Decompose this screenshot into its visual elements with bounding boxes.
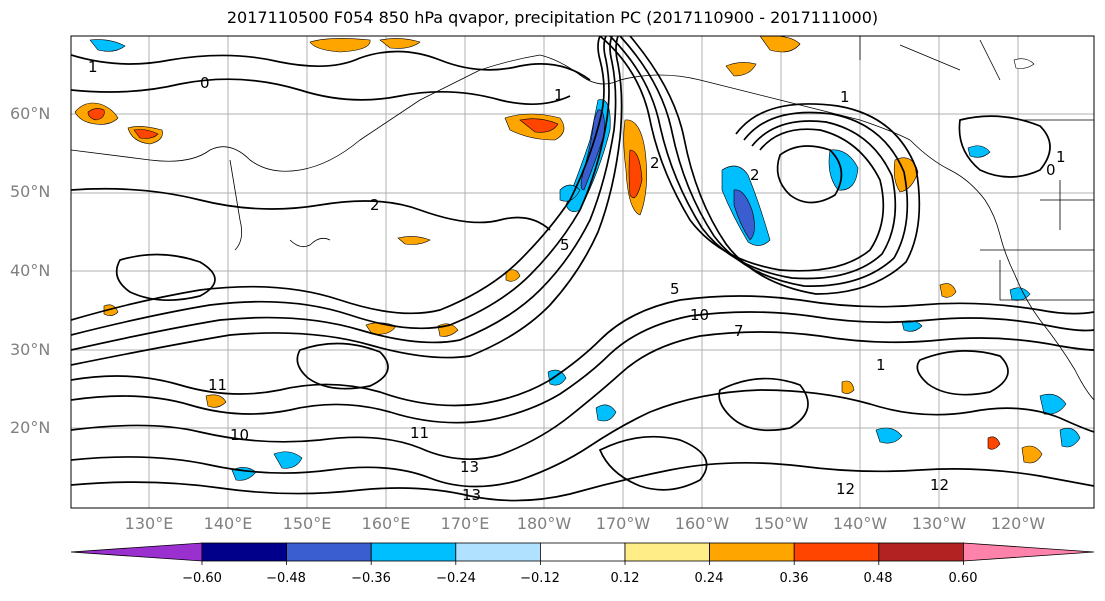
plot-border — [70, 35, 1095, 509]
lon-label: 140°E — [203, 514, 253, 533]
colorbar-tick-label: 0.48 — [863, 571, 893, 586]
contour-label: 1 — [840, 88, 850, 106]
colorbar-segment — [709, 542, 795, 562]
colorbar — [70, 542, 1095, 565]
contour-label: 12 — [836, 480, 855, 498]
lat-label: 50°N — [10, 182, 51, 201]
qvapor-contours — [71, 36, 1094, 502]
lat-label: 60°N — [10, 104, 51, 123]
colorbar-extend-min — [70, 542, 203, 562]
contour-label: 1 — [876, 356, 886, 374]
lon-label: 160°W — [674, 514, 730, 533]
lon-label: 130°E — [124, 514, 174, 533]
lon-label: 140°W — [832, 514, 888, 533]
lon-label: 170°E — [440, 514, 490, 533]
contour-label: 13 — [460, 458, 479, 476]
lat-label: 40°N — [10, 261, 51, 280]
colorbar-tick-label: 0.60 — [948, 571, 978, 586]
colorbar-tick-label: 0.36 — [779, 571, 809, 586]
colorbar-segment — [286, 542, 372, 562]
coastlines — [71, 36, 1094, 401]
colorbar-tick-label: −0.36 — [351, 571, 391, 586]
plot-area — [71, 36, 1094, 508]
colorbar-tick-label: 0.12 — [610, 571, 640, 586]
contour-label: 13 — [462, 486, 481, 504]
colorbar-tick-label: −0.48 — [266, 571, 306, 586]
contour-label: 0 — [1046, 161, 1056, 179]
colorbar-segment — [201, 542, 287, 562]
contour-label: 2 — [750, 166, 760, 184]
contour-label: 2 — [650, 154, 660, 172]
contour-label: 7 — [734, 322, 744, 340]
lon-label: 160°E — [361, 514, 411, 533]
contour-label: 10 — [230, 426, 249, 444]
lon-label: 150°E — [282, 514, 332, 533]
lon-label: 130°W — [911, 514, 967, 533]
colorbar-tick-label: −0.12 — [520, 571, 560, 586]
lon-label: 170°W — [595, 514, 651, 533]
contour-label-group: 1 2 1 0 2 5 10 11 13 12 12 10 11 5 2 1 1… — [88, 58, 1066, 504]
contour-label: 12 — [930, 476, 949, 494]
contour-label: 10 — [690, 306, 709, 324]
colorbar-segment — [455, 542, 541, 562]
contour-label: 2 — [370, 196, 380, 214]
lat-label: 30°N — [10, 340, 51, 359]
gridlines — [71, 36, 1094, 508]
colorbar-segment — [878, 542, 964, 562]
colorbar-tick-label: 0.24 — [694, 571, 724, 586]
contour-label: 1 — [1056, 148, 1066, 166]
contour-label: 1 — [88, 58, 98, 76]
contour-label: 11 — [410, 424, 429, 442]
colorbar-tick-label: −0.60 — [182, 571, 222, 586]
colorbar-segment — [370, 542, 457, 562]
colorbar-segment — [624, 542, 710, 562]
contour-label: 5 — [670, 280, 680, 298]
colorbar-tick-label: −0.24 — [436, 571, 476, 586]
colorbar-extend-max — [963, 542, 1095, 562]
map-title: 2017110500 F054 850 hPa qvapor, precipit… — [226, 8, 879, 27]
contour-label: 1 — [554, 86, 564, 104]
colorbar-segment — [793, 542, 880, 562]
lon-label: 150°W — [753, 514, 809, 533]
lon-label: 120°W — [990, 514, 1046, 533]
lat-label: 20°N — [10, 418, 51, 437]
contour-label: 5 — [560, 236, 570, 254]
colorbar-segment — [540, 542, 626, 562]
lon-label: 180°W — [516, 514, 572, 533]
contour-label: 11 — [208, 376, 227, 394]
contour-label: 0 — [200, 74, 210, 92]
